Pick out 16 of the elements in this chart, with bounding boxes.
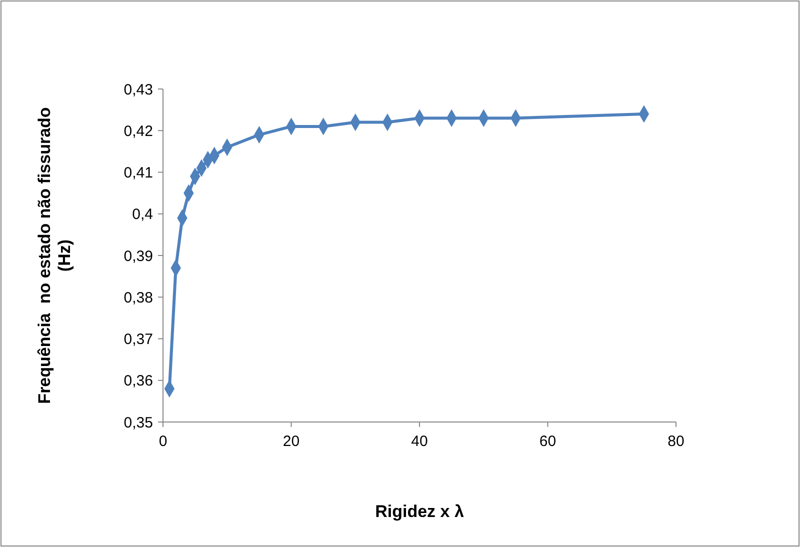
x-axis-title: Rigidez x λ xyxy=(375,502,464,521)
x-tick-label: 0 xyxy=(158,433,168,450)
y-tick-label: 0,42 xyxy=(124,122,153,140)
y-tick-label: 0,39 xyxy=(124,248,153,265)
y-tick-label: 0,41 xyxy=(124,164,153,182)
y-tick-label: 0,4 xyxy=(132,206,153,224)
x-tick-label: 20 xyxy=(282,433,300,450)
x-tick-label: 80 xyxy=(668,433,684,450)
y-tick-label: 0,38 xyxy=(124,289,153,306)
y-tick-label: 0,43 xyxy=(124,81,153,98)
y-tick-label: 0,37 xyxy=(124,331,153,348)
y-tick-label: 0,36 xyxy=(124,372,153,390)
x-tick-label: 60 xyxy=(539,433,556,450)
y-tick-label: 0,35 xyxy=(124,414,153,432)
x-tick-label: 40 xyxy=(411,433,428,450)
y-axis-title: Frequência no estado não fissurado (Hz) xyxy=(34,106,75,406)
